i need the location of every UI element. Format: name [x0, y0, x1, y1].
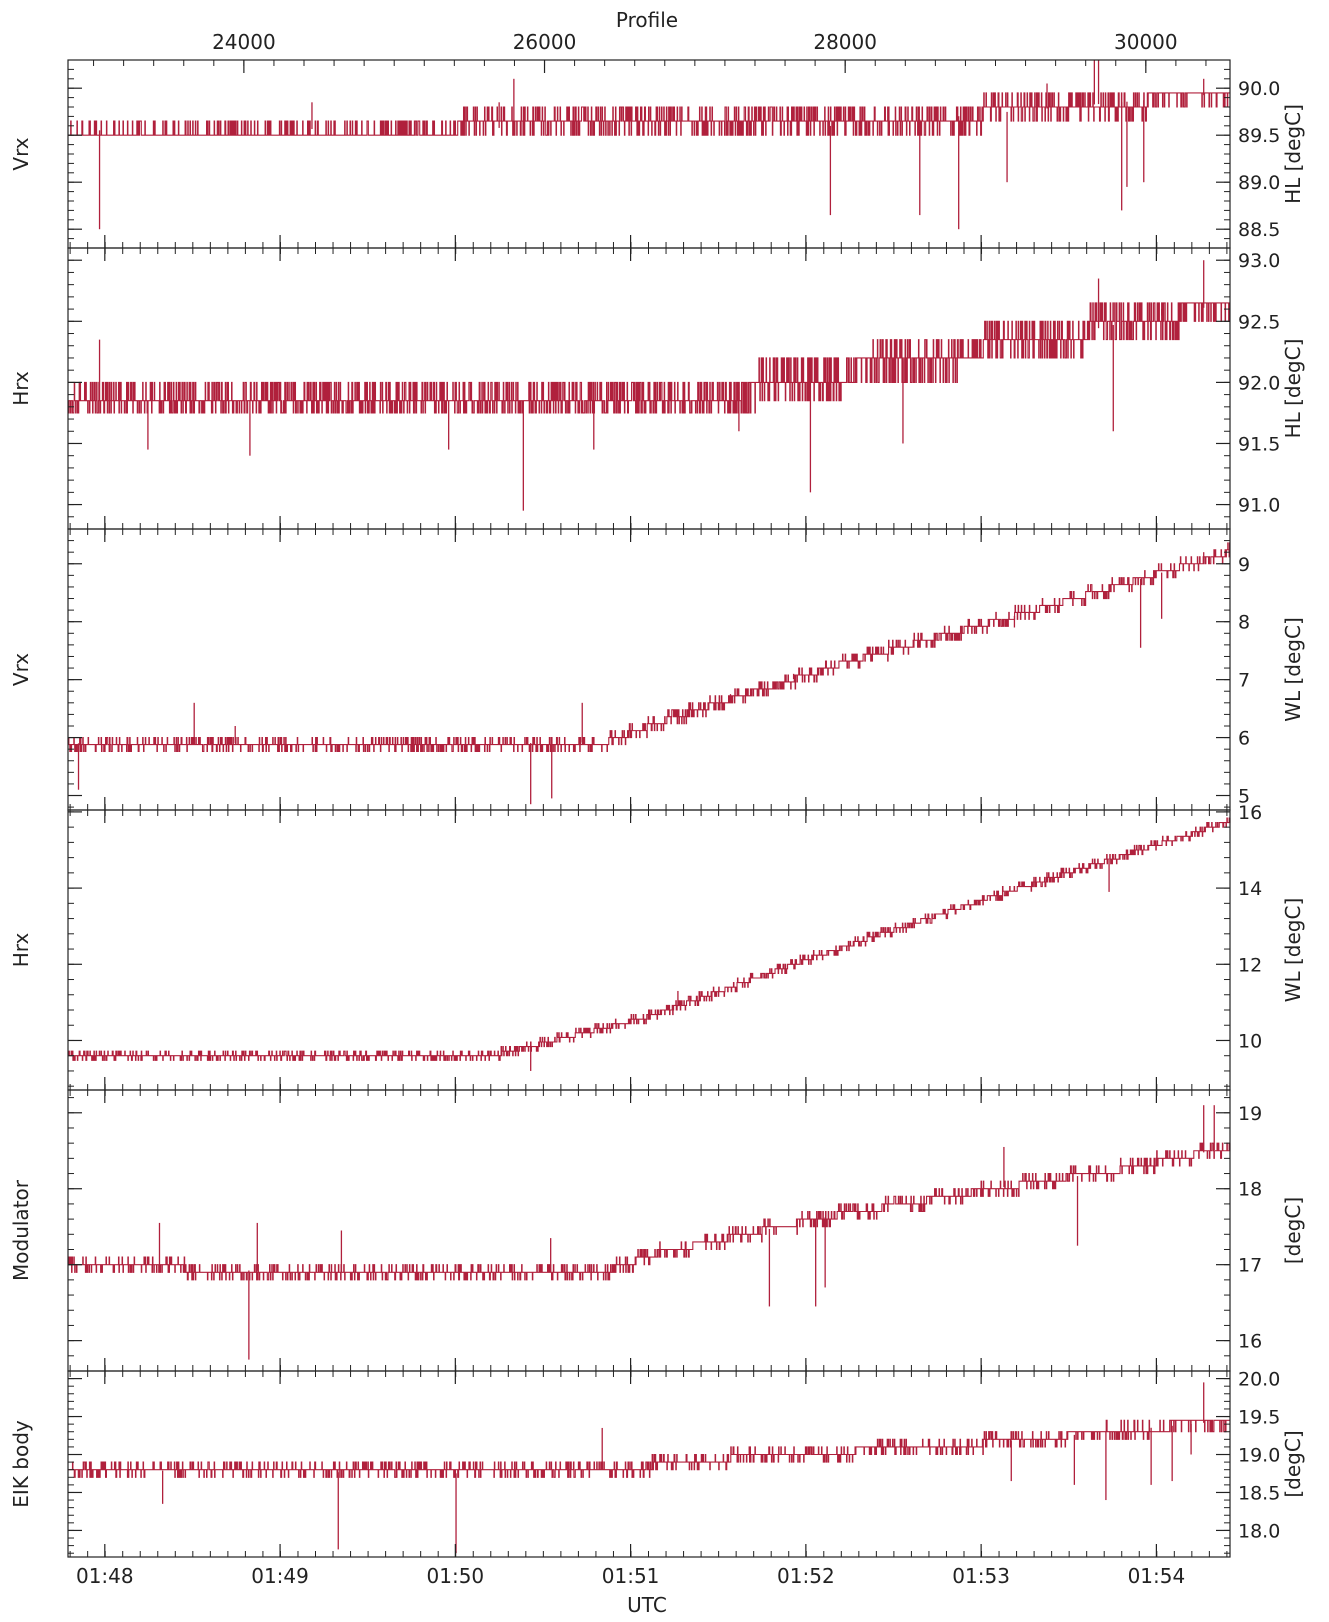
series-line-5 [67, 1142, 1231, 1281]
right-axis-label: WL [degC] [1281, 898, 1305, 1003]
utc-tick-label: 01:48 [76, 1564, 134, 1588]
ytick-label: 16 [1238, 802, 1262, 824]
utc-tick-label: 01:54 [1128, 1564, 1186, 1588]
panel-frame-4 [67, 809, 1231, 1091]
profile-tick-label: 30000 [1114, 30, 1178, 54]
panel-6: 18.0 18.5 19.0 19.5 20.0 EIK body [degC] [9, 1369, 1305, 1558]
utc-tick-label: 01:51 [602, 1564, 660, 1588]
ytick-label: 17 [1238, 1255, 1262, 1277]
left-axis-label: Vrx [9, 137, 33, 170]
top-axis-label: Profile [616, 8, 678, 32]
panel-frame-3 [67, 528, 1231, 811]
series-line-3 [67, 542, 1231, 753]
right-axis-label: [degC] [1281, 1197, 1305, 1264]
panel-1: 88.5 89.0 89.5 90.0 Vrx HL [degC] [9, 59, 1305, 249]
ytick-label: 91.0 [1238, 495, 1280, 517]
right-axis-label: HL [degC] [1281, 104, 1305, 204]
utc-tick-label: 01:52 [777, 1564, 835, 1588]
left-axis-label: EIK body [9, 1420, 33, 1508]
series-line-6 [68, 1419, 1230, 1478]
ytick-label: 93.0 [1238, 250, 1280, 272]
ytick-label: 5 [1238, 786, 1250, 808]
series-line-1 [68, 92, 1230, 136]
panel-3: 5 6 7 8 9 Vrx WL [degC] [9, 528, 1305, 811]
right-axis-label: HL [degC] [1281, 339, 1305, 439]
profile-tick-label: 24000 [212, 30, 276, 54]
panel-5: 16 17 18 19 Modulator [degC] [9, 1089, 1305, 1372]
bottom-axis-label: UTC [627, 1593, 667, 1617]
right-axis-label: [degC] [1281, 1430, 1305, 1497]
left-axis-label: Hrx [9, 371, 33, 406]
ytick-label: 9 [1238, 554, 1250, 576]
utc-tick-label: 01:53 [952, 1564, 1010, 1588]
utc-tick-label: 01:49 [251, 1564, 309, 1588]
ytick-label: 7 [1238, 670, 1250, 692]
ytick-label: 18 [1238, 1179, 1262, 1201]
ytick-label: 20.0 [1238, 1369, 1280, 1391]
profile-tick-label: 26000 [513, 30, 577, 54]
ytick-label: 90.0 [1238, 78, 1280, 100]
left-axis-label: Vrx [9, 653, 33, 686]
ytick-label: 14 [1238, 878, 1262, 900]
panel-2: 91.0 91.5 92.0 92.5 93.0 Hrx HL [degC] [9, 247, 1305, 530]
axes-group: 24000 26000 28000 30000 01:48 01:49 01:50 01:51… [76, 30, 1207, 1588]
ytick-label: 8 [1238, 612, 1250, 634]
ytick-label: 19.0 [1238, 1445, 1280, 1467]
profile-tick-label: 28000 [813, 30, 877, 54]
ytick-label: 19 [1238, 1103, 1262, 1125]
ytick-label: 92.0 [1238, 372, 1280, 394]
right-axis-label: WL [degC] [1281, 617, 1305, 722]
ytick-label: 91.5 [1238, 433, 1280, 455]
ytick-label: 88.5 [1238, 219, 1280, 241]
ytick-label: 10 [1238, 1030, 1262, 1052]
series-line-4 [67, 817, 1231, 1061]
panel-frame-5 [67, 1089, 1231, 1372]
ytick-label: 12 [1238, 954, 1262, 976]
ytick-label: 92.5 [1238, 311, 1280, 333]
ytick-label: 16 [1238, 1331, 1262, 1353]
ytick-label: 19.5 [1238, 1407, 1280, 1429]
panels-group: 88.5 89.0 89.5 90.0 Vrx HL [degC] 91.0 91.5 92.0… [9, 59, 1305, 1558]
series-line-2 [68, 302, 1231, 414]
ytick-label: 89.0 [1238, 172, 1280, 194]
left-axis-label: Modulator [9, 1179, 33, 1281]
ytick-label: 89.5 [1238, 125, 1280, 147]
left-axis-label: Hrx [9, 933, 33, 968]
panel-4: 10 12 14 16 Hrx WL [degC] [9, 802, 1305, 1091]
ytick-label: 18.5 [1238, 1482, 1280, 1504]
panel-frame-1 [67, 59, 1231, 249]
utc-tick-label: 01:50 [427, 1564, 485, 1588]
ytick-label: 18.0 [1238, 1520, 1280, 1542]
ytick-label: 6 [1238, 728, 1250, 750]
